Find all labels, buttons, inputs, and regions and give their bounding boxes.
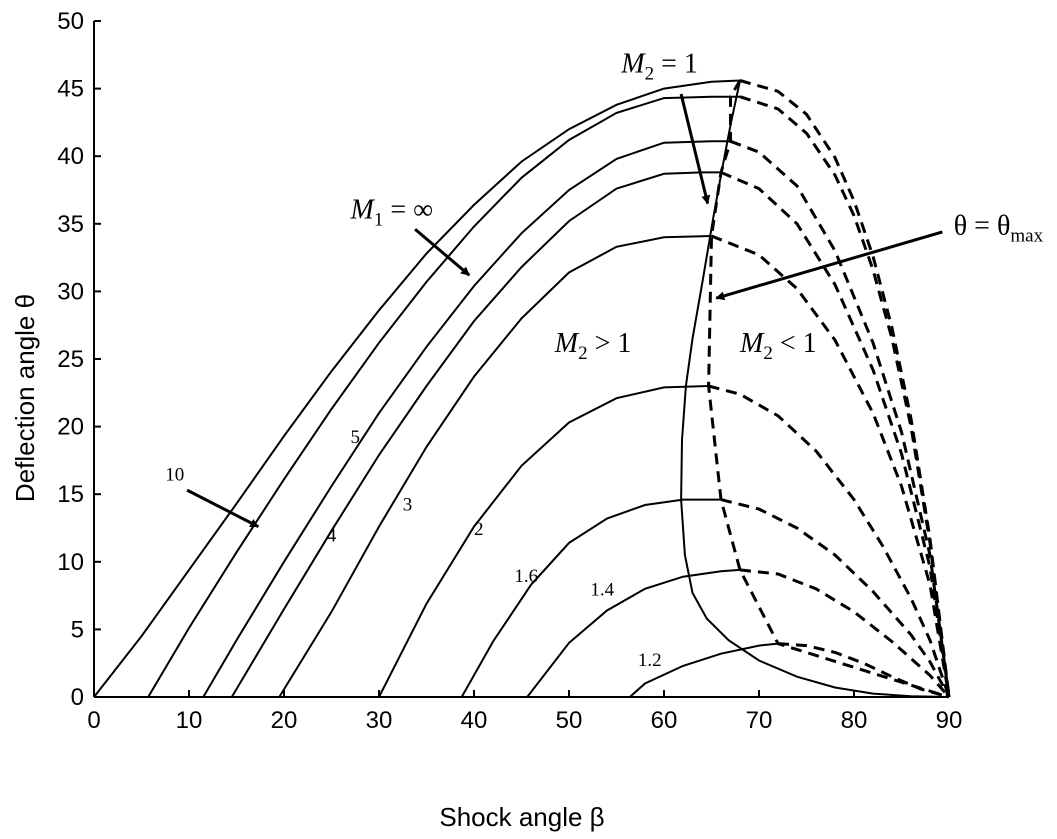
annotation-m-1: M1 = ∞ — [350, 194, 434, 230]
y-tick-label: 0 — [71, 684, 84, 711]
curve-label-2: 2 — [474, 519, 484, 540]
x-tick-label: 90 — [936, 707, 963, 734]
y-tick-label: 45 — [57, 76, 84, 103]
series-line-strong-m1-5 — [729, 139, 951, 698]
x-tick-label: 70 — [746, 707, 773, 734]
series-line-strong-m1-inf — [739, 79, 951, 698]
y-tick-label: 10 — [57, 549, 84, 576]
annotation-m-2-1-arrow — [679, 93, 711, 205]
series-line-weak-m1-1-4 — [526, 568, 741, 698]
x-tick-label: 50 — [556, 707, 583, 734]
y-tick-label: 35 — [57, 211, 84, 238]
series-line-strong-m1-10 — [739, 95, 951, 698]
y-tick-label: 5 — [71, 616, 84, 643]
series-line-weak-m1-10 — [147, 95, 740, 698]
y-axis-title: Deflection angle θ — [10, 294, 40, 502]
curve-label-10: 10 — [165, 465, 184, 486]
x-tick-label: 40 — [461, 707, 488, 734]
curves-layer — [93, 79, 951, 699]
series-line-weak-m1-1-6 — [460, 498, 721, 698]
annotation-max: θ = θmax — [954, 211, 1044, 247]
series-line-strong-m1-3 — [710, 234, 951, 698]
series-line-sonic — [680, 80, 950, 698]
curve-label-5: 5 — [351, 427, 361, 448]
x-tick-label: 80 — [841, 707, 868, 734]
y-tick-label: 25 — [57, 346, 84, 373]
curve-label-1-6: 1.6 — [514, 566, 538, 587]
series-line-strong-m1-1-4 — [739, 568, 951, 698]
annotation-m-1-arrow — [414, 228, 471, 277]
series-line-theta-max — [707, 79, 950, 699]
x-tick-label: 0 — [87, 707, 100, 734]
x-tick-label: 20 — [271, 707, 298, 734]
series-line-weak-m1-2 — [378, 385, 709, 698]
series-line-weak-m1-1-2 — [629, 642, 779, 698]
curve-label-arrow-10 — [186, 488, 260, 528]
series-line-strong-m1-1-6 — [720, 498, 951, 698]
curve-label-4: 4 — [327, 526, 337, 547]
x-axis-title: Shock angle β — [439, 802, 604, 832]
x-tick-label: 30 — [366, 707, 393, 734]
series-line-weak-m1-inf — [93, 79, 741, 698]
series-line-strong-m1-2 — [708, 384, 951, 698]
annotation-m-2-1: M2 < 1 — [739, 328, 817, 364]
series-line-weak-m1-3 — [278, 235, 712, 698]
annotation-m-2-1: M2 = 1 — [620, 48, 698, 84]
curve-label-1-2: 1.2 — [638, 650, 662, 671]
y-tick-label: 30 — [57, 278, 84, 305]
y-tick-label: 15 — [57, 481, 84, 508]
curve-label-3: 3 — [403, 494, 413, 515]
y-tick-label: 50 — [57, 8, 84, 35]
annotation-m-2-1: M2 > 1 — [554, 328, 632, 364]
series-line-weak-m1-4 — [230, 171, 721, 698]
series-line-weak-m1-5 — [202, 140, 731, 698]
curve-label-1-4: 1.4 — [590, 580, 614, 601]
y-tick-label: 20 — [57, 414, 84, 441]
annotation-max-arrow — [715, 230, 943, 301]
x-tick-label: 60 — [651, 707, 678, 734]
labels-layer: 10 5 4 3 2 1.6 1.4 1.2 M2 = 1 M1 = ∞ θ = θmax M2 > … — [165, 48, 1043, 671]
x-tick-label: 10 — [176, 707, 203, 734]
y-tick-label: 40 — [57, 143, 84, 170]
